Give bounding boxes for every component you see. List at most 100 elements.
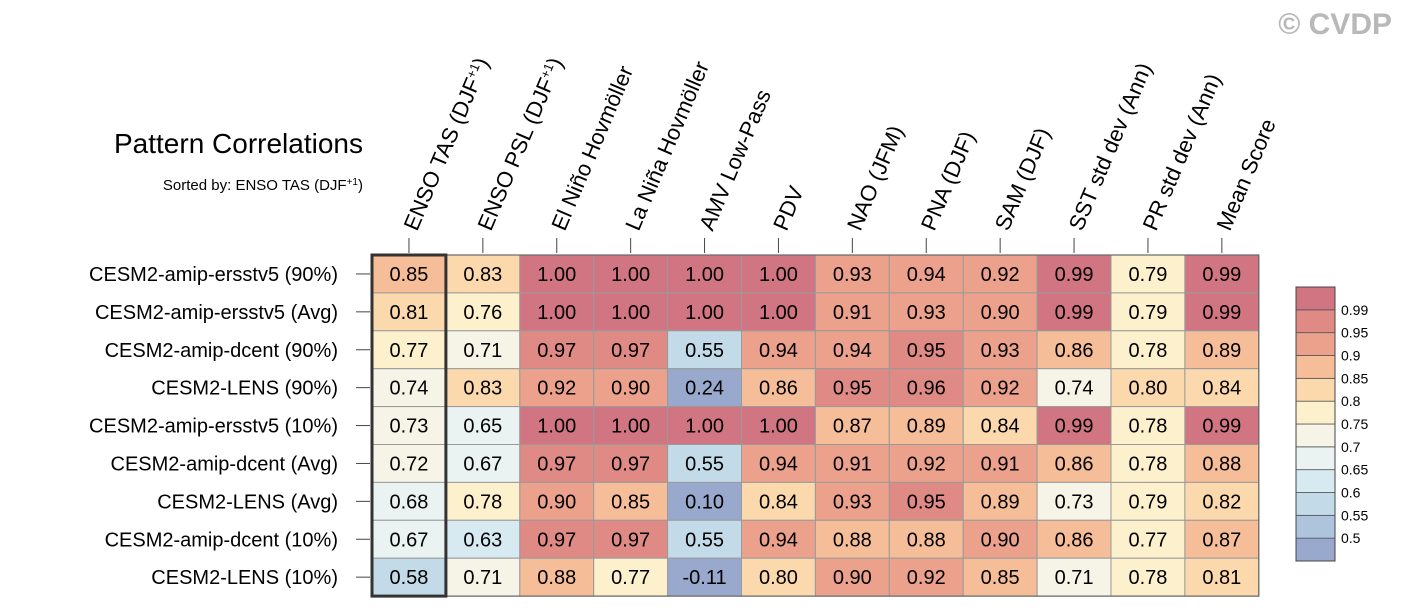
heatmap-cell (1036, 481, 1112, 521)
colorbar-segment (1295, 355, 1336, 379)
cell-value: 1.00 (537, 302, 576, 324)
heatmap-cell (814, 330, 890, 370)
cell-value: 1.00 (611, 264, 650, 286)
cell-value: 0.65 (463, 416, 502, 438)
heatmap-cell (667, 557, 742, 597)
cell-value: 1.00 (685, 302, 724, 324)
cell-value: 0.86 (1055, 340, 1094, 362)
heatmap-cell (593, 330, 669, 370)
heatmap-cell (371, 368, 447, 408)
colorbar-segment (1295, 423, 1336, 448)
column-label: NAO (JFM) (842, 122, 908, 234)
heatmap-cell (888, 330, 964, 370)
cell-value: 0.87 (833, 416, 872, 438)
heatmap-cell (1110, 481, 1186, 521)
cell-value: 1.00 (685, 416, 724, 438)
heatmap-cell (888, 444, 964, 483)
cell-value: 0.93 (981, 340, 1020, 362)
colorbar-label: 0.85 (1341, 370, 1368, 386)
heatmap-cell (667, 254, 742, 294)
row-label: CESM2-amip-dcent (90%) (105, 340, 338, 362)
colorbar-label: 0.6 (1341, 485, 1361, 501)
heatmap-cell (741, 330, 816, 370)
row-label: CESM2-LENS (Avg) (157, 491, 338, 513)
cell-value: 0.90 (981, 302, 1020, 324)
heatmap-cell (1036, 519, 1112, 559)
cell-value: 0.92 (981, 264, 1020, 286)
cell-value: 0.99 (1055, 264, 1094, 286)
cell-value: 0.88 (537, 567, 576, 589)
cell-value: 0.84 (981, 416, 1020, 438)
cell-value: 1.00 (685, 264, 724, 286)
cell-value: 0.78 (463, 491, 502, 513)
cell-value: 0.87 (1202, 529, 1241, 551)
heatmap-cell (1110, 406, 1186, 446)
cell-value: 0.10 (685, 491, 724, 513)
cell-value: 0.93 (833, 264, 872, 286)
heatmap-cell (1184, 406, 1260, 446)
heatmap-cell (667, 519, 742, 559)
colorbar-label: 0.65 (1341, 462, 1368, 478)
cell-value: 0.91 (833, 302, 872, 324)
cell-value: 0.86 (759, 378, 798, 400)
column-label: PNA (DJF) (916, 127, 980, 234)
cell-value: 0.92 (537, 378, 576, 400)
heatmap-cell (962, 292, 1038, 332)
colorbar-label: 0.9 (1341, 348, 1361, 364)
cell-value: 0.68 (389, 491, 428, 513)
cell-value: 0.77 (389, 340, 428, 362)
cell-value: 0.97 (537, 453, 576, 475)
cell-value: 0.85 (611, 491, 650, 513)
colorbar: 0.5 0.55 0.6 0.65 0.7 0.75 0.8 0.85 0.9 0.95 0.99 (1295, 286, 1368, 562)
cell-value: 0.97 (611, 340, 650, 362)
row-label: CESM2-LENS (10%) (151, 567, 338, 589)
cell-value: 0.86 (1055, 529, 1094, 551)
heatmap-cell (1110, 330, 1186, 370)
heatmap-cell (593, 557, 669, 597)
cell-value: 0.92 (907, 453, 946, 475)
cell-value: -0.11 (682, 567, 726, 589)
cell-value: 0.89 (981, 491, 1020, 513)
cell-value: 1.00 (611, 416, 650, 438)
cell-value: 0.84 (759, 491, 798, 513)
cell-value: 0.90 (833, 567, 872, 589)
cell-value: 0.58 (389, 567, 428, 589)
heatmap-cell (962, 519, 1038, 559)
column-label: PR std dev (Ann) (1138, 70, 1226, 234)
cell-value: 0.79 (1128, 302, 1167, 324)
cell-value: 1.00 (537, 264, 576, 286)
cell-value: 0.79 (1128, 264, 1167, 286)
cell-value: 0.78 (1128, 453, 1167, 475)
cell-value: 0.80 (1128, 378, 1167, 400)
heatmap-cell (593, 368, 669, 408)
cell-value: 0.89 (1202, 340, 1241, 362)
column-label: AMV Low-Pass (694, 86, 776, 234)
cell-value: 0.97 (537, 529, 576, 551)
colorbar-segment (1295, 492, 1336, 516)
row-label: CESM2-LENS (90%) (151, 378, 338, 400)
heatmap-cell (1184, 519, 1260, 559)
heatmap-cell (593, 444, 669, 483)
cell-value: 0.84 (1202, 378, 1241, 400)
row-labels: CESM2-amip-ersstv5 (90%) CESM2-amip-ersst… (89, 264, 370, 589)
cell-value: 0.94 (833, 340, 872, 362)
column-label: PDV (768, 182, 809, 234)
cell-value: 0.90 (611, 378, 650, 400)
heatmap-cell (1110, 519, 1186, 559)
cell-value: 1.00 (759, 264, 798, 286)
cell-value: 1.00 (611, 302, 650, 324)
cell-value: 0.73 (1055, 491, 1094, 513)
column-labels: ENSO TAS (DJF+1)ENSO PSL (DJF+1)El Niño … (399, 54, 1281, 253)
cell-value: 0.94 (759, 340, 798, 362)
cell-value: 0.83 (463, 378, 502, 400)
heatmap-cell (1036, 368, 1112, 408)
cell-value: 0.95 (907, 491, 946, 513)
cell-value: 0.99 (1202, 264, 1241, 286)
heatmap-cell (1036, 557, 1112, 597)
heatmap-cell (1184, 330, 1260, 370)
heatmap-cell (667, 444, 742, 483)
cell-value: 0.63 (463, 529, 502, 551)
heatmap-cell (593, 519, 669, 559)
cell-value: 0.97 (611, 453, 650, 475)
heatmap-cell (593, 481, 669, 521)
